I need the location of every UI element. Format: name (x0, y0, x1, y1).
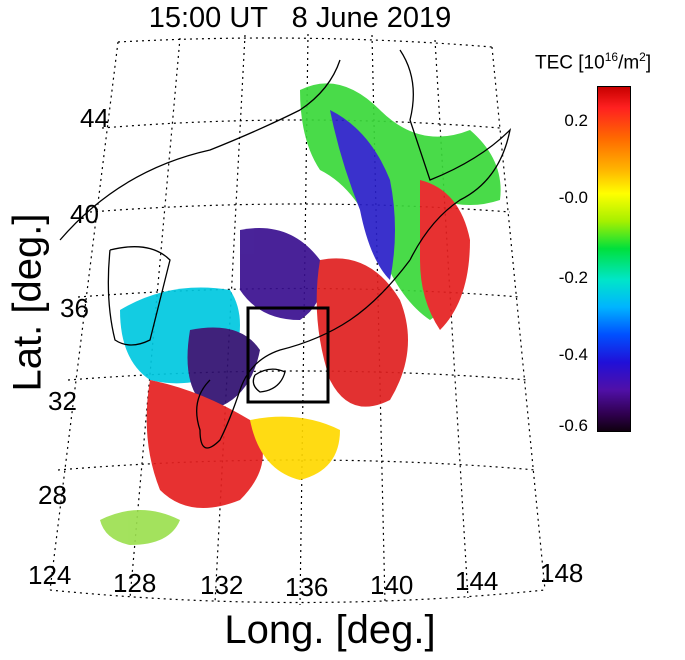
korea-coast (107, 246, 171, 346)
tec-yellow-south (250, 416, 340, 480)
lon-tick-128: 128 (113, 568, 157, 598)
tec-purple-box (240, 228, 323, 320)
colorbar-tick-0: 0.2 (564, 111, 588, 130)
lat-tick-40: 40 (70, 199, 99, 229)
tec-green-sw (100, 510, 180, 545)
colorbar-title: TEC [1016/m2] (535, 50, 652, 74)
tec-dark-west (187, 327, 260, 410)
lat-tick-36: 36 (60, 293, 89, 323)
tec-red-center (316, 258, 408, 407)
lon-tick-148: 148 (540, 558, 584, 588)
tec-pixel-field (100, 83, 501, 545)
lon-tick-136: 136 (285, 572, 329, 602)
shikoku-coast (252, 368, 286, 393)
honshu-coast (196, 259, 411, 449)
mainland-coast (59, 59, 341, 241)
lon-tick-140: 140 (370, 570, 414, 600)
colorbar-tick-2: -0.2 (558, 268, 588, 287)
region-box (246, 306, 330, 404)
tec-red-south (146, 380, 263, 508)
lon-tick-144: 144 (455, 566, 499, 596)
y-axis-label: Lat. [deg.] (5, 213, 50, 392)
lon-tick-132: 132 (200, 570, 244, 600)
colorbar-tick-3: -0.4 (558, 345, 588, 364)
coastlines (59, 49, 512, 449)
lat-tick-44: 44 (80, 103, 109, 133)
tec-red-east (420, 180, 470, 330)
colorbar (597, 86, 631, 432)
hokkaido-coast (399, 49, 512, 261)
lat-tick-32: 32 (48, 386, 77, 416)
colorbar-tick-1: -0.0 (558, 188, 588, 207)
figure-title: 15:00 UT 8 June 2019 (148, 2, 452, 34)
lat-tick-28: 28 (38, 480, 67, 510)
colorbar-tick-4: -0.6 (558, 416, 588, 435)
tec-blue-band (330, 110, 395, 280)
lon-tick-124: 124 (28, 560, 72, 590)
x-axis-label: Long. [deg.] (224, 608, 436, 652)
